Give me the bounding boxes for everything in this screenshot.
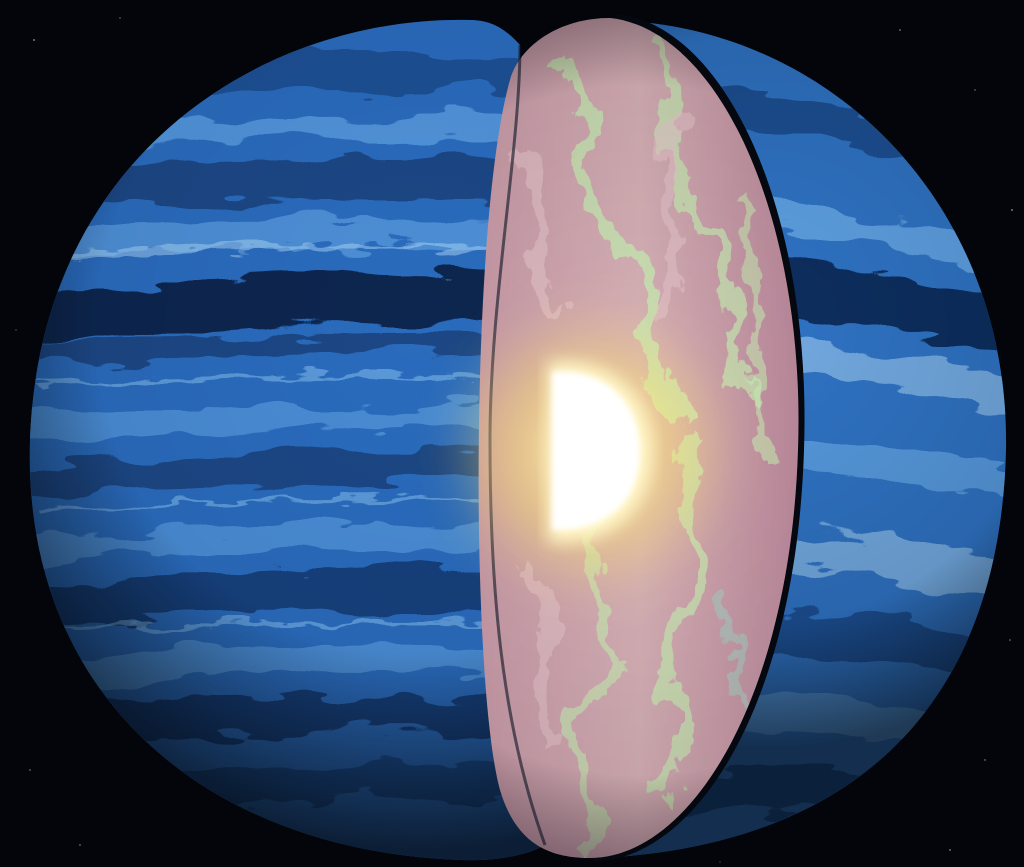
starfield: [15, 17, 1013, 863]
planet-core: [442, 302, 742, 602]
